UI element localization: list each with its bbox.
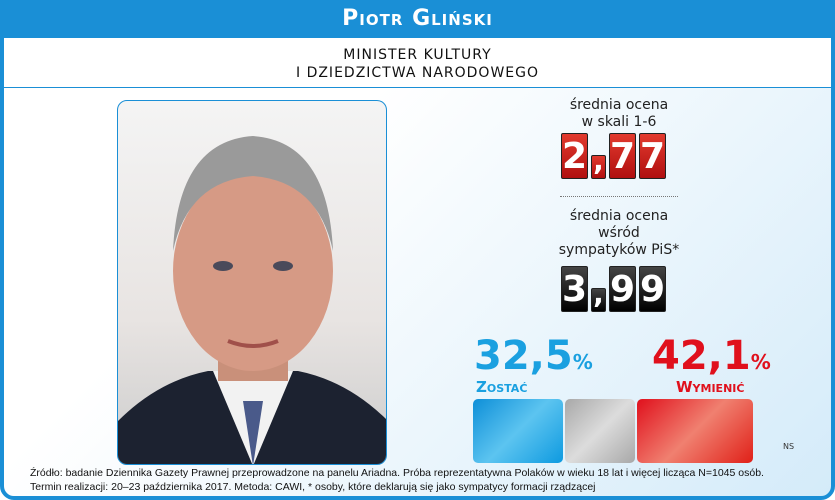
supporters-label-line2: wśród bbox=[598, 225, 640, 241]
digit: 3 bbox=[561, 266, 588, 312]
digit: 7 bbox=[609, 133, 636, 179]
replace-value: 42,1 bbox=[652, 333, 751, 379]
person-name: Piotr Gliński bbox=[0, 0, 835, 38]
source-footnote: Źródło: badanie Dziennika Gazety Prawnej… bbox=[30, 466, 830, 494]
digit: 9 bbox=[609, 266, 636, 312]
supporters-label-line3: sympatyków PiS* bbox=[558, 242, 680, 258]
supporters-rating-display: 3 , 9 9 bbox=[561, 266, 666, 312]
position-line-1: MINISTER KULTURY bbox=[343, 47, 492, 63]
replace-label: Wymienić bbox=[676, 378, 745, 396]
stay-label: Zostać bbox=[476, 378, 528, 396]
replace-percent: 42,1% bbox=[652, 336, 771, 376]
stay-percent: 32,5% bbox=[474, 336, 593, 376]
position-line-2: I DZIEDZICTWA NARODOWEGO bbox=[295, 65, 539, 81]
replace-segment bbox=[636, 399, 753, 463]
digit: 2 bbox=[561, 133, 588, 179]
portrait-photo bbox=[117, 100, 387, 465]
opinion-bar bbox=[473, 399, 753, 463]
decimal-comma: , bbox=[591, 280, 606, 312]
rating-label-line2: w skali 1-6 bbox=[581, 114, 657, 130]
supporters-label-line1: średnia ocena bbox=[569, 208, 669, 224]
supporters-label: średnia ocena wśród sympatyków PiS* bbox=[545, 208, 693, 259]
decimal-comma: , bbox=[591, 147, 606, 179]
digit: 7 bbox=[639, 133, 666, 179]
stay-value: 32,5 bbox=[474, 333, 573, 379]
stay-segment bbox=[473, 399, 563, 463]
average-rating-display: 2 , 7 7 bbox=[561, 133, 666, 179]
footnote-line-2: Termin realizacji: 20–23 października 20… bbox=[30, 481, 596, 493]
stay-unit: % bbox=[572, 350, 593, 374]
ns-note: NS bbox=[783, 442, 795, 451]
rating-label: średnia ocena w skali 1-6 bbox=[560, 97, 678, 131]
rating-label-line1: średnia ocena bbox=[569, 97, 669, 113]
digit: 9 bbox=[639, 266, 666, 312]
undecided-segment bbox=[564, 399, 635, 463]
divider bbox=[560, 196, 678, 197]
footnote-line-1: Źródło: badanie Dziennika Gazety Prawnej… bbox=[30, 467, 764, 479]
replace-unit: % bbox=[750, 350, 771, 374]
position-title: MINISTER KULTURY I DZIEDZICTWA NARODOWEG… bbox=[4, 38, 831, 88]
